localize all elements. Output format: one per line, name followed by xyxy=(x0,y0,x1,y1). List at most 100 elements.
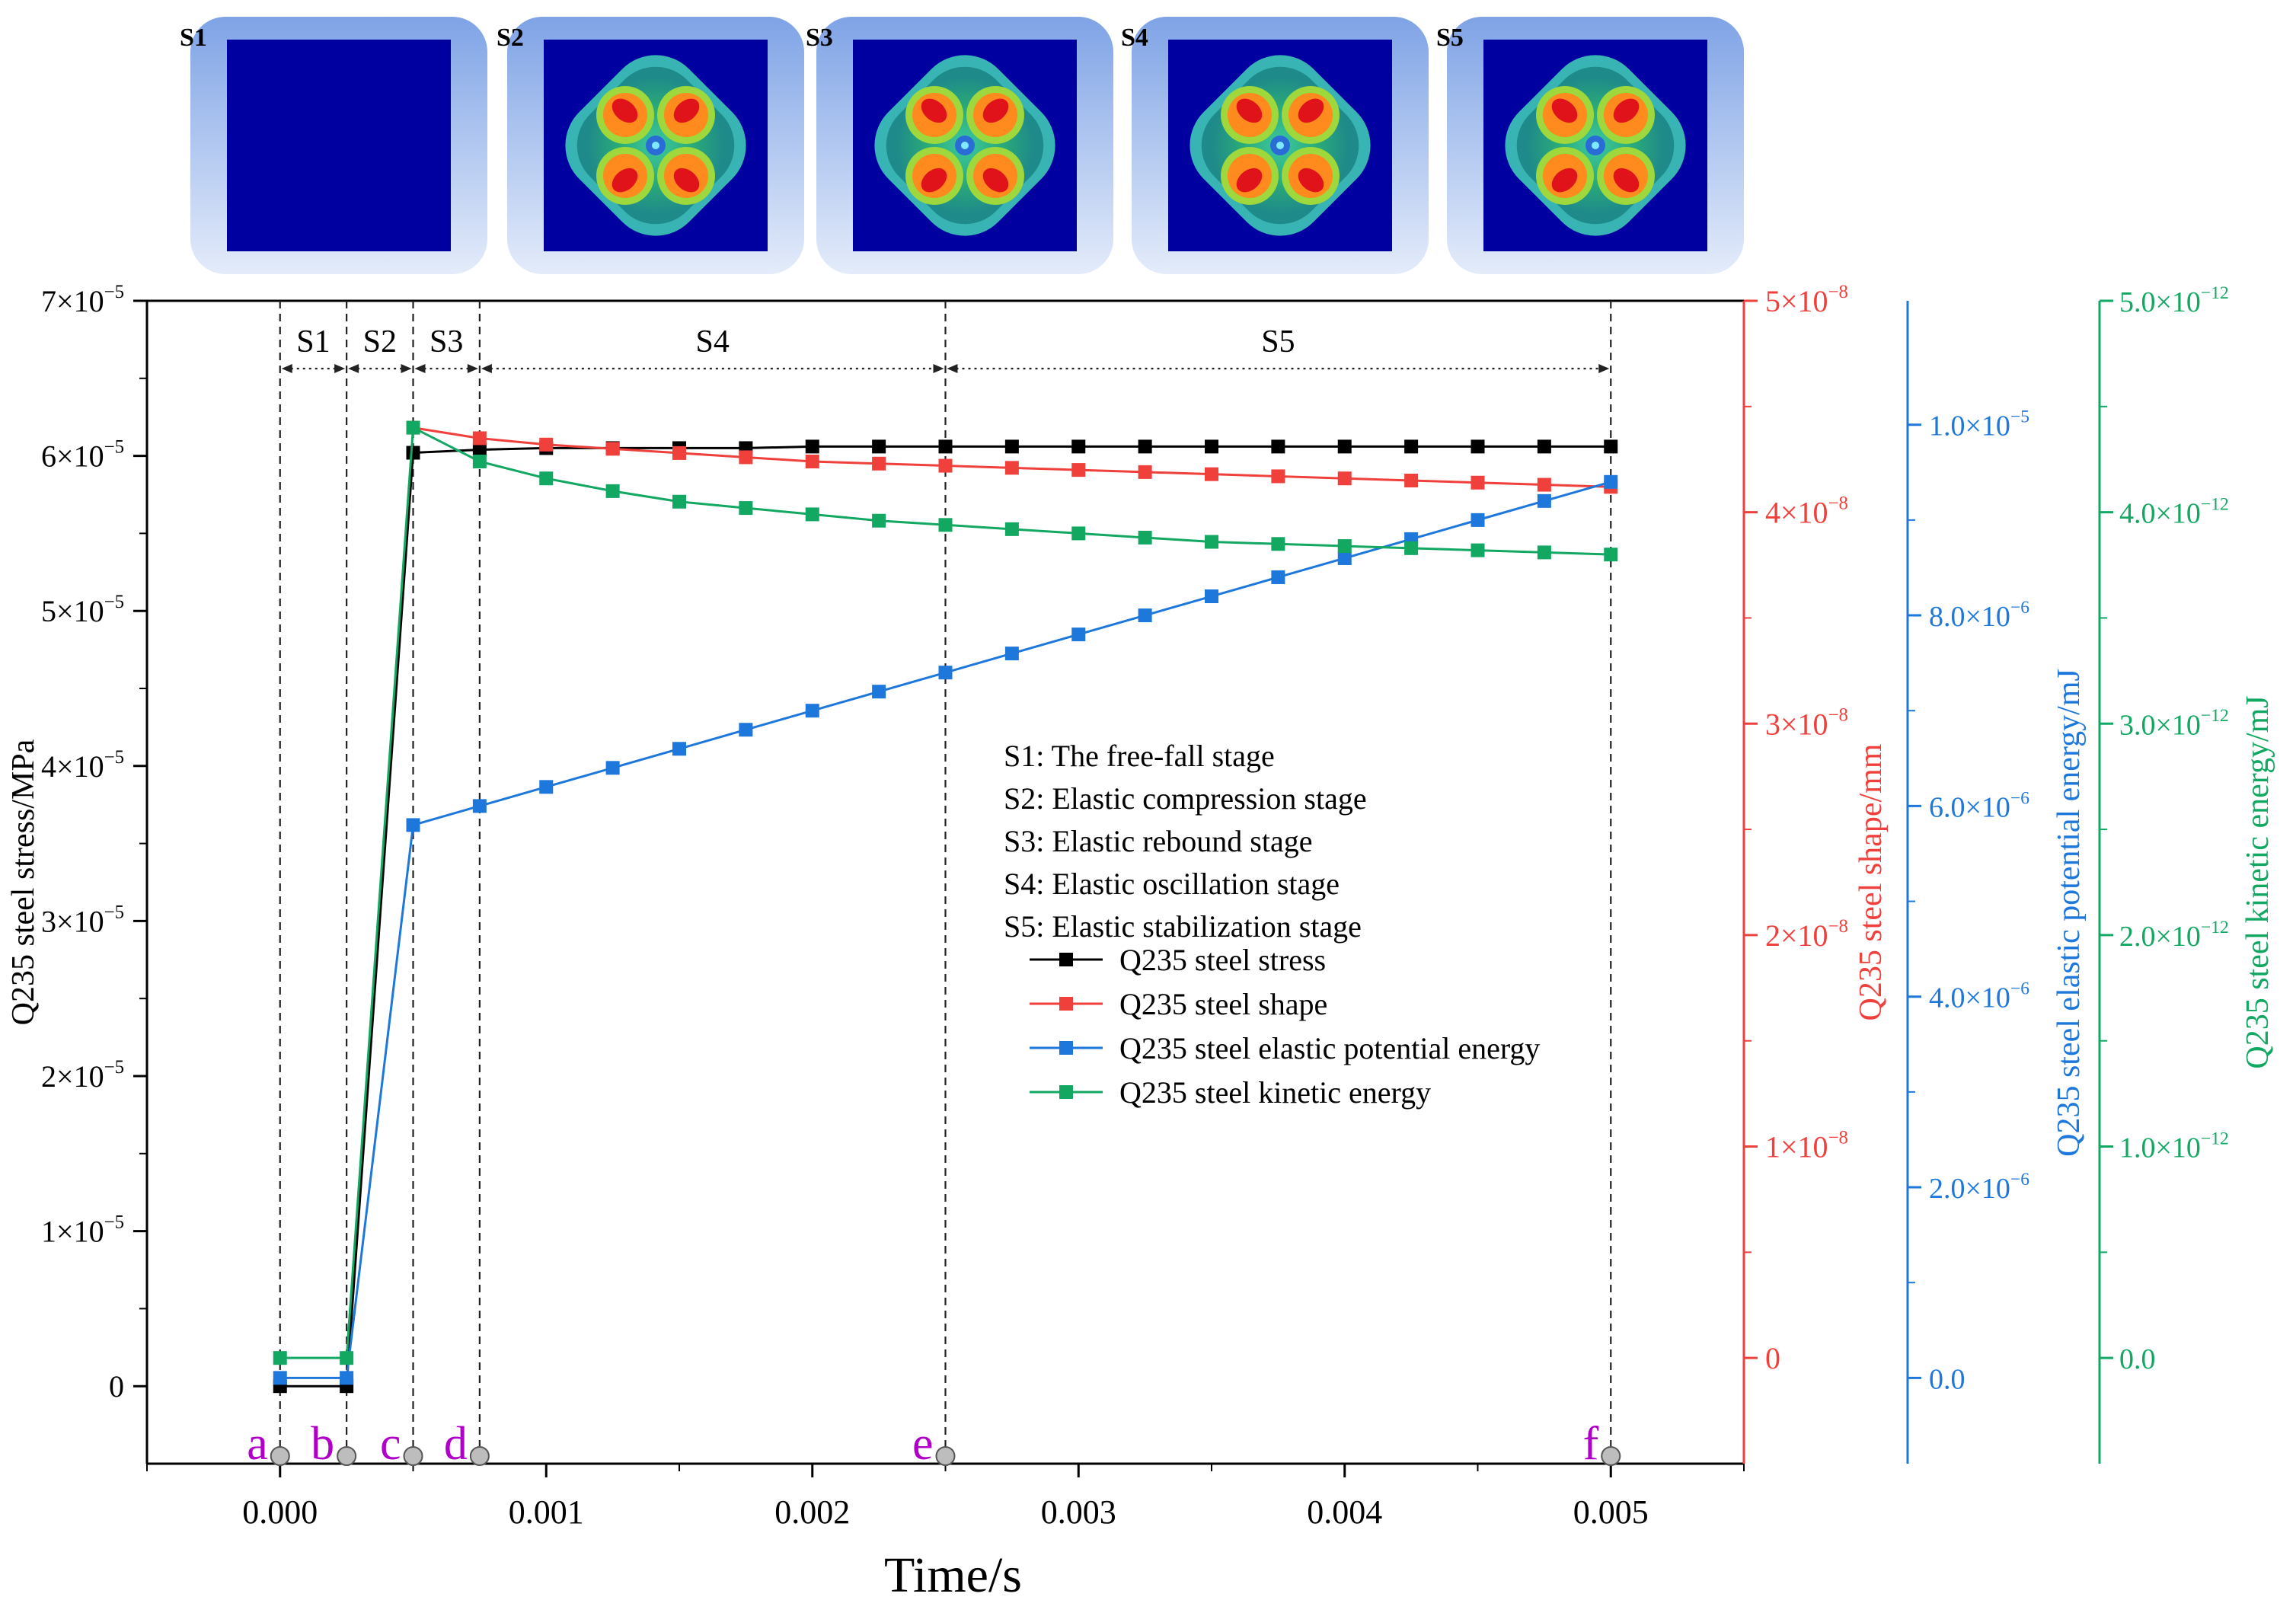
legend-marker-kinetic xyxy=(1059,1085,1073,1099)
kinetic-tick-label: 1.0×10−12 xyxy=(2119,1129,2229,1164)
legend-marker-stress xyxy=(1059,953,1073,966)
series-point-kinetic xyxy=(672,494,686,509)
stage-arrow-head xyxy=(481,364,492,373)
legend-marker-elastic xyxy=(1059,1041,1073,1055)
shape-tick-label: 3×10−8 xyxy=(1765,704,1848,741)
snapshot-s2: S2 xyxy=(497,17,804,274)
stage-span-label: S3 xyxy=(430,324,463,359)
x-tick-label: 0.003 xyxy=(1041,1493,1116,1531)
series-point-kinetic xyxy=(605,484,620,498)
stage-point-label: f xyxy=(1583,1418,1599,1470)
series-point-shape xyxy=(1138,465,1152,479)
x-tick-label: 0.005 xyxy=(1573,1493,1649,1531)
series-point-kinetic xyxy=(472,455,487,469)
stage-point-label: d xyxy=(444,1418,468,1470)
series-point-elastic xyxy=(672,742,686,756)
contour-lobe-peak xyxy=(673,168,700,193)
stress-tick-label: 2×10−5 xyxy=(41,1057,124,1094)
series-point-shape xyxy=(1404,473,1419,487)
series-point-kinetic xyxy=(739,501,753,516)
stage-arrow-head xyxy=(947,364,958,373)
series-point-elastic xyxy=(1604,474,1618,489)
stress-tick-label: 3×10−5 xyxy=(41,902,124,938)
legend-label: Q235 steel elastic potential energy xyxy=(1119,1031,1540,1065)
stage-arrow-head xyxy=(401,364,412,373)
series-point-elastic xyxy=(539,780,554,794)
x-tick-label: 0.000 xyxy=(242,1493,318,1531)
series-point-stress xyxy=(872,439,886,454)
series-point-stress xyxy=(1205,439,1218,454)
series-point-elastic xyxy=(872,685,886,699)
series-point-kinetic xyxy=(1337,539,1352,554)
series-point-shape xyxy=(1004,461,1019,475)
series-point-kinetic xyxy=(1404,541,1419,555)
stage-arrow-head xyxy=(334,364,346,373)
stage-arrow-head xyxy=(281,364,292,373)
contour-lobe-peak xyxy=(1613,168,1640,193)
snapshot-s3: S3 xyxy=(806,17,1113,274)
contour-lobe-peak xyxy=(921,168,947,193)
series-point-stress xyxy=(1604,439,1618,454)
series-point-stress xyxy=(1404,439,1419,454)
stress-tick-label: 5×10−5 xyxy=(41,592,124,628)
series-point-kinetic xyxy=(872,513,886,528)
series-point-kinetic xyxy=(938,518,953,532)
series-point-kinetic xyxy=(406,420,420,435)
stage-span-label: S1 xyxy=(296,324,330,359)
series-point-elastic xyxy=(938,666,953,680)
shape-tick-label: 2×10−8 xyxy=(1765,916,1848,953)
snapshot-s1: S1 xyxy=(180,17,487,274)
elastic-tick-label: 0.0 xyxy=(1929,1363,1965,1395)
contour-lobe-peak xyxy=(982,98,1009,123)
series-point-shape xyxy=(539,437,554,452)
stage-note: S1: The free-fall stage xyxy=(1004,739,1275,773)
series-point-elastic xyxy=(605,761,620,775)
series-point-shape xyxy=(739,450,753,465)
stage-point-marker xyxy=(270,1446,290,1466)
contour-lobe-peak xyxy=(1236,168,1263,193)
stage-point-label: b xyxy=(311,1418,334,1470)
shape-tick-label: 4×10−8 xyxy=(1765,493,1848,530)
contour-center-core xyxy=(1592,142,1599,149)
series-point-kinetic xyxy=(1004,522,1019,536)
series-point-stress xyxy=(938,439,953,454)
legend-label: Q235 steel stress xyxy=(1119,943,1326,977)
kinetic-tick-label: 4.0×10−12 xyxy=(2119,495,2229,530)
contour-lobe-peak xyxy=(612,168,638,193)
series-point-shape xyxy=(1337,471,1352,486)
contour-lobe-peak xyxy=(1298,98,1324,123)
kinetic-tick-label: 2.0×10−12 xyxy=(2119,918,2229,953)
contour-lobe-peak xyxy=(673,98,700,123)
stage-point-marker xyxy=(469,1446,490,1466)
series-point-elastic xyxy=(273,1371,287,1385)
shape-tick-label: 1×10−8 xyxy=(1765,1128,1848,1164)
stage-point-label: e xyxy=(912,1418,934,1470)
series-point-shape xyxy=(938,458,953,473)
series-point-kinetic xyxy=(273,1351,287,1365)
x-axis-title: Time/s xyxy=(884,1547,1022,1603)
series-point-stress xyxy=(805,439,819,454)
series-point-shape xyxy=(672,446,686,460)
series-point-elastic xyxy=(472,799,487,813)
stress-tick-label: 1×10−5 xyxy=(41,1212,124,1249)
kinetic-tick-label: 5.0×10−12 xyxy=(2119,283,2229,318)
stage-arrow-head xyxy=(467,364,478,373)
contour-center-core xyxy=(961,142,969,149)
series-point-shape xyxy=(605,442,620,456)
contour-lobe-peak xyxy=(1551,98,1578,123)
contour-lobe-peak xyxy=(1551,168,1578,193)
snapshot-label: S4 xyxy=(1121,24,1148,52)
series-point-kinetic xyxy=(1537,545,1551,560)
series-point-stress xyxy=(1337,439,1352,454)
stage-span-label: S4 xyxy=(696,324,730,359)
series-point-elastic xyxy=(1537,493,1551,508)
contour-lobe-peak xyxy=(982,168,1009,193)
series-point-elastic xyxy=(739,723,753,737)
stage-arrow-head xyxy=(933,364,944,373)
contour-lobe-peak xyxy=(921,98,947,123)
elastic-tick-label: 4.0×10−6 xyxy=(1929,979,2029,1014)
series-point-elastic xyxy=(805,704,819,718)
contour-lobe-peak xyxy=(1236,98,1263,123)
